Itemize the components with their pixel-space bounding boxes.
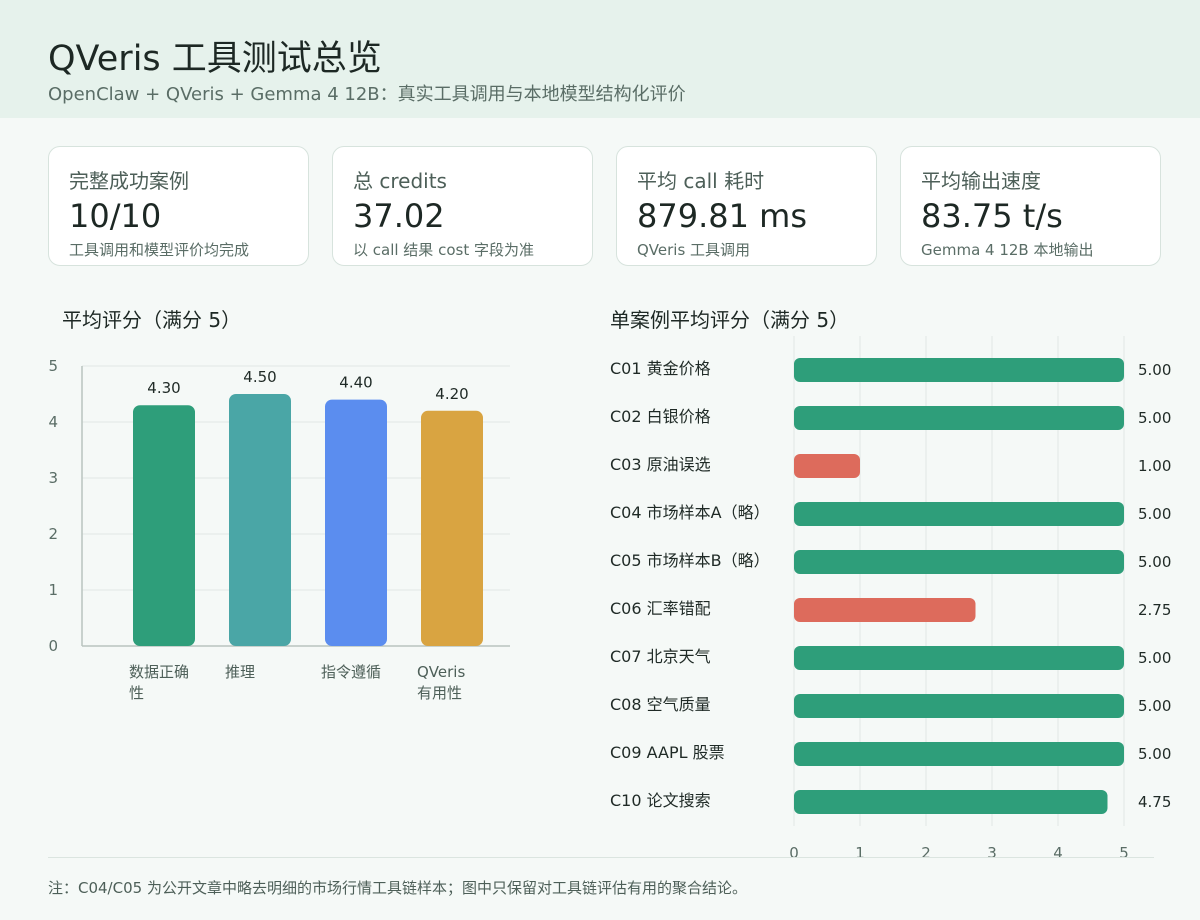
bar bbox=[794, 502, 1124, 526]
bar bbox=[794, 358, 1124, 382]
category-label: C10 论文搜索 bbox=[610, 791, 711, 810]
category-label: C03 原油误选 bbox=[610, 455, 711, 474]
bar-value-label: 5.00 bbox=[1138, 697, 1171, 715]
category-label: C06 汇率错配 bbox=[610, 599, 711, 618]
bar bbox=[794, 694, 1124, 718]
case-score-chart-title: 单案例平均评分（满分 5） bbox=[610, 308, 850, 332]
stat-card-credits: 总 credits 37.02 以 call 结果 cost 字段为准 bbox=[332, 146, 593, 266]
x-tick-label: 2 bbox=[921, 844, 931, 862]
case-score-bar-chart: 0 1 2 3 4 5 C01 黄金价格 5.00 C02 白银价格 5.00 C03 原油误选 1.… bbox=[610, 336, 1171, 862]
card-value: 10/10 bbox=[69, 197, 162, 235]
avg-score-bar-chart: 0 1 2 3 4 5 4.30 数据正确性 4.50 推理 4.40 指令遵循 4.20 QVeris 有… bbox=[48, 357, 510, 702]
bar-value-label: 4.40 bbox=[339, 374, 372, 392]
card-label: 平均 call 耗时 bbox=[637, 169, 765, 193]
footer-note: 注：C04/C05 为公开文章中略去明细的市场行情工具链样本；图中只保留对工具链… bbox=[48, 879, 747, 897]
card-note: Gemma 4 12B 本地输出 bbox=[921, 241, 1094, 259]
y-tick-label: 5 bbox=[48, 357, 58, 375]
card-note: 工具调用和模型评价均完成 bbox=[69, 241, 250, 259]
stat-card-success-cases: 完整成功案例 10/10 工具调用和模型评价均完成 bbox=[48, 146, 309, 266]
bar-value-label: 1.00 bbox=[1138, 457, 1171, 475]
category-label: C04 市场样本A（略） bbox=[610, 503, 770, 522]
card-value: 879.81 ms bbox=[637, 197, 807, 235]
bar bbox=[794, 742, 1124, 766]
x-tick-label: 0 bbox=[789, 844, 799, 862]
bar-value-label: 4.50 bbox=[243, 368, 276, 386]
category-label: C09 AAPL 股票 bbox=[610, 743, 725, 762]
bar-value-label: 5.00 bbox=[1138, 745, 1171, 763]
card-value: 37.02 bbox=[353, 197, 445, 235]
x-tick-label: QVeris 有用性 bbox=[417, 663, 465, 702]
bar-value-label: 5.00 bbox=[1138, 553, 1171, 571]
category-label: C01 黄金价格 bbox=[610, 359, 711, 378]
bar-value-label: 4.20 bbox=[435, 385, 468, 403]
x-tick-label: 推理 bbox=[225, 663, 255, 681]
card-note: QVeris 工具调用 bbox=[637, 241, 751, 259]
page-header: QVeris 工具测试总览 OpenClaw + QVeris + Gemma … bbox=[0, 0, 1200, 118]
card-label: 完整成功案例 bbox=[69, 169, 189, 193]
bar bbox=[794, 646, 1124, 670]
bar-value-label: 4.30 bbox=[147, 379, 180, 397]
x-tick-label: 4 bbox=[1053, 844, 1063, 862]
card-label: 平均输出速度 bbox=[921, 169, 1041, 193]
bar bbox=[229, 394, 291, 646]
bar-value-label: 5.00 bbox=[1138, 649, 1171, 667]
bar bbox=[794, 598, 976, 622]
card-note: 以 call 结果 cost 字段为准 bbox=[353, 241, 534, 259]
y-tick-label: 4 bbox=[48, 413, 58, 431]
x-tick-label: 1 bbox=[855, 844, 865, 862]
stat-card-call-latency: 平均 call 耗时 879.81 ms QVeris 工具调用 bbox=[616, 146, 877, 266]
page-subtitle: OpenClaw + QVeris + Gemma 4 12B：真实工具调用与本… bbox=[48, 84, 686, 105]
bar bbox=[794, 406, 1124, 430]
bar-value-label: 5.00 bbox=[1138, 505, 1171, 523]
bar-value-label: 2.75 bbox=[1138, 601, 1171, 619]
bar bbox=[325, 399, 387, 646]
card-value: 83.75 t/s bbox=[921, 197, 1063, 235]
bar bbox=[133, 405, 195, 646]
x-tick-label: 3 bbox=[987, 844, 997, 862]
y-tick-label: 2 bbox=[48, 525, 58, 543]
page-title: QVeris 工具测试总览 bbox=[48, 39, 382, 79]
x-tick-label: 数据正确性 bbox=[129, 663, 189, 702]
bar-value-label: 5.00 bbox=[1138, 409, 1171, 427]
x-tick-label: 5 bbox=[1119, 844, 1129, 862]
category-label: C02 白银价格 bbox=[610, 407, 711, 426]
category-label: C08 空气质量 bbox=[610, 695, 711, 714]
card-label: 总 credits bbox=[353, 169, 447, 193]
bar-value-label: 5.00 bbox=[1138, 361, 1171, 379]
bar bbox=[794, 550, 1124, 574]
x-tick-label: 指令遵循 bbox=[321, 663, 381, 681]
footer-divider bbox=[48, 857, 1154, 858]
y-tick-label: 3 bbox=[48, 469, 58, 487]
avg-score-chart-title: 平均评分（满分 5） bbox=[62, 308, 242, 332]
bar bbox=[794, 454, 860, 478]
category-label: C07 北京天气 bbox=[610, 647, 711, 666]
y-tick-label: 0 bbox=[48, 637, 58, 655]
bar-value-label: 4.75 bbox=[1138, 793, 1171, 811]
category-label: C05 市场样本B（略） bbox=[610, 551, 770, 570]
stat-card-output-speed: 平均输出速度 83.75 t/s Gemma 4 12B 本地输出 bbox=[900, 146, 1161, 266]
bar bbox=[794, 790, 1108, 814]
y-tick-label: 1 bbox=[48, 581, 58, 599]
bar bbox=[421, 410, 483, 646]
